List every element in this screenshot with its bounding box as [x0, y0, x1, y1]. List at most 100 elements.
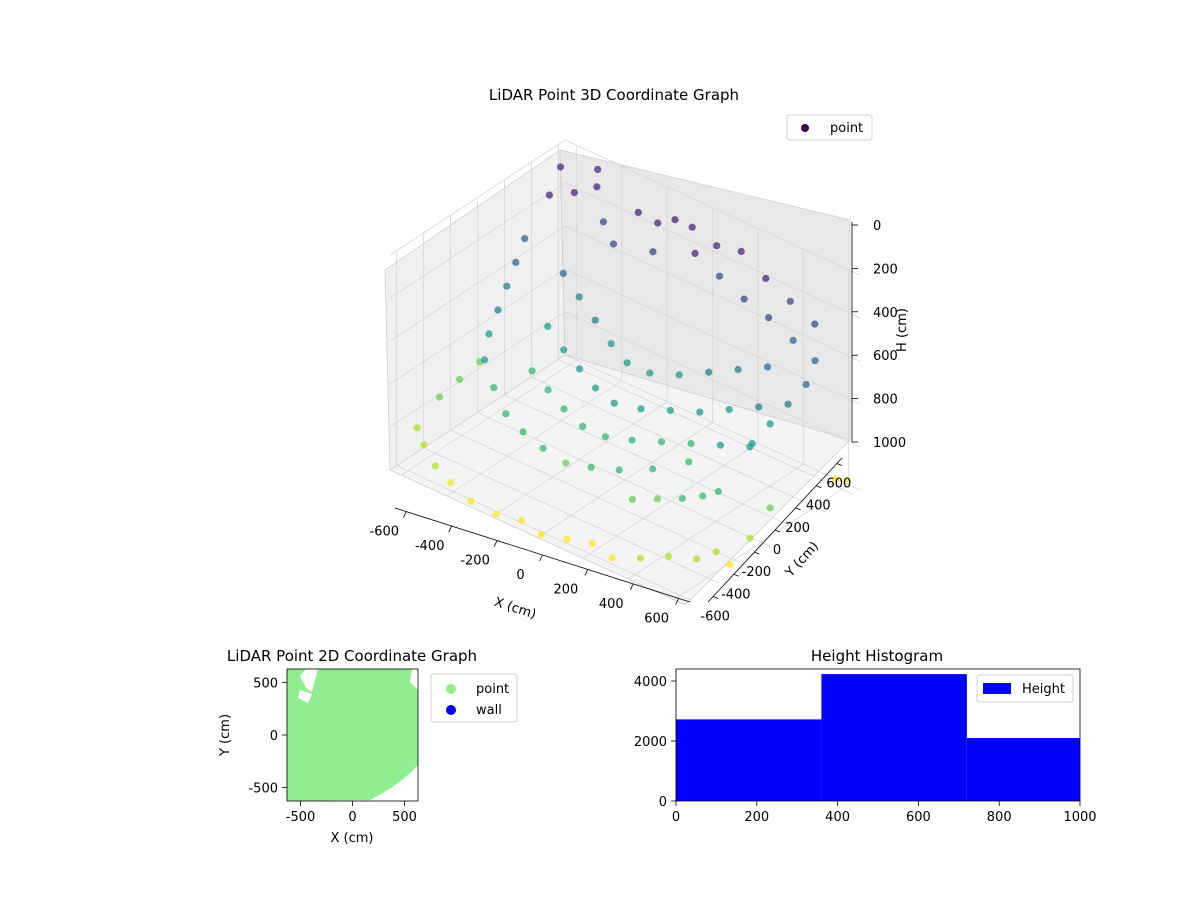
- legend-marker-point-2d: [446, 684, 456, 694]
- point-3d-18: [740, 295, 748, 303]
- point-3d-75: [726, 560, 734, 569]
- legend-label-point-2d: point: [476, 682, 509, 697]
- y-tick-label-3d: -200: [742, 565, 772, 580]
- grid-line-z-1: [389, 182, 861, 319]
- histogram-bar-1: [821, 674, 967, 801]
- y-tick-label-hist: 4000: [634, 675, 667, 690]
- y-tick-mark-3d: [754, 551, 760, 555]
- point-3d-72: [649, 465, 657, 473]
- point-3d-80: [712, 548, 721, 556]
- point-3d-86: [692, 555, 701, 563]
- plot-2d-area: [287, 669, 418, 801]
- point-3d-69: [601, 433, 610, 441]
- z-tick-label-3d: 600: [873, 349, 898, 364]
- point-3d-33: [591, 316, 599, 324]
- point-3d-7: [737, 247, 745, 255]
- point-3d-8: [593, 183, 601, 191]
- point-3d-44: [560, 346, 568, 354]
- x-tick-label-3d: -200: [460, 554, 490, 569]
- point-3d-71: [490, 384, 498, 392]
- point-3d-1: [831, 475, 840, 483]
- point-3d-32: [512, 258, 520, 266]
- x-tick-mark-3d: [629, 583, 634, 591]
- plot-2d-title: LiDAR Point 2D Coordinate Graph: [227, 647, 477, 665]
- point-3d-58: [528, 367, 536, 375]
- point-3d-13: [786, 297, 794, 305]
- point-3d-85: [628, 495, 637, 503]
- x-tick-label-hist: 0: [672, 810, 680, 825]
- point-3d-16: [811, 320, 819, 328]
- z-tick-label-3d: 400: [873, 306, 898, 321]
- point-3d-9: [671, 216, 679, 224]
- plot-3d-grid: [389, 139, 861, 601]
- x-axis-label-3d: X (cm): [492, 595, 538, 623]
- histogram-bar-0: [676, 719, 822, 801]
- x-tick-label-3d: -400: [415, 539, 445, 554]
- z-tick-label-3d: 800: [873, 393, 898, 408]
- point-3d-87: [413, 424, 421, 432]
- point-3d-11: [634, 208, 642, 216]
- point-3d-43: [725, 405, 733, 414]
- point-3d-23: [609, 240, 618, 248]
- point-3d-88: [664, 552, 673, 561]
- point-3d-74: [435, 393, 443, 401]
- point-3d-29: [575, 293, 583, 301]
- point-3d-89: [420, 441, 428, 449]
- point-3d-78: [615, 466, 623, 474]
- x-tick-label-3d: -600: [370, 525, 400, 540]
- point-3d-94: [563, 535, 571, 543]
- grid-line-z-3: [389, 268, 861, 405]
- grid-line-z-5: [389, 354, 861, 491]
- point-3d-64: [481, 356, 489, 364]
- point-3d-68: [579, 422, 587, 430]
- point-3d-24: [811, 357, 819, 365]
- point-3d-65: [685, 458, 693, 466]
- x-tick-label-2d: -500: [286, 810, 316, 825]
- point-3d-6: [713, 242, 721, 250]
- x-tick-mark-3d: [448, 525, 453, 533]
- y-tick-label-2d: -500: [248, 781, 278, 796]
- legend-label-wall-2d: wall: [476, 703, 502, 718]
- z-axis-label-3d: H (cm): [895, 308, 910, 352]
- legend-swatch-height: [983, 683, 1011, 694]
- point-3d-2: [688, 223, 696, 231]
- x-tick-mark-3d: [675, 598, 680, 605]
- point-3d-55: [716, 441, 725, 449]
- x-tick-mark-3d: [539, 554, 543, 562]
- point-3d-37: [755, 403, 763, 411]
- plot-2d-point-region: [287, 669, 418, 801]
- y-tick-mark-3d: [733, 573, 739, 577]
- x-tick-label-3d: 600: [644, 611, 669, 626]
- point-3d-76: [678, 494, 686, 503]
- plot-2d-legend: point wall: [430, 673, 518, 723]
- y-tick-label-hist: 0: [659, 795, 667, 810]
- x-tick-label-2d: 500: [392, 810, 417, 825]
- point-3d-34: [705, 368, 713, 376]
- point-3d-10: [762, 274, 770, 283]
- plot-3d-legend: point: [786, 114, 873, 141]
- point-3d-25: [802, 380, 810, 389]
- x-tick-label-3d: 200: [553, 582, 578, 597]
- x-tick-label-3d: 0: [516, 568, 524, 583]
- point-3d-47: [494, 306, 502, 314]
- point-3d-98: [537, 531, 546, 539]
- x-tick-label-2d: 0: [348, 810, 356, 825]
- point-3d-12: [691, 249, 699, 257]
- histogram-legend: Height: [976, 674, 1074, 703]
- point-3d-50: [746, 443, 754, 451]
- point-3d-81: [519, 428, 527, 436]
- point-3d-20: [765, 314, 773, 322]
- point-3d-35: [607, 340, 615, 348]
- point-3d-60: [544, 386, 552, 394]
- point-3d-70: [714, 487, 723, 496]
- point-3d-67: [628, 436, 636, 444]
- point-3d-84: [562, 459, 570, 467]
- x-axis-label-2d: X (cm): [331, 831, 374, 846]
- histogram-frame: [675, 668, 1081, 802]
- point-3d-66: [560, 405, 568, 413]
- plot-2d-gap: [298, 690, 312, 703]
- y-tick-label-3d: -400: [721, 587, 751, 602]
- x-tick-label-hist: 200: [744, 810, 769, 825]
- plot-2d-ticks: -500 0 500 -500 0 500: [248, 677, 416, 825]
- point-3d-48: [576, 365, 584, 373]
